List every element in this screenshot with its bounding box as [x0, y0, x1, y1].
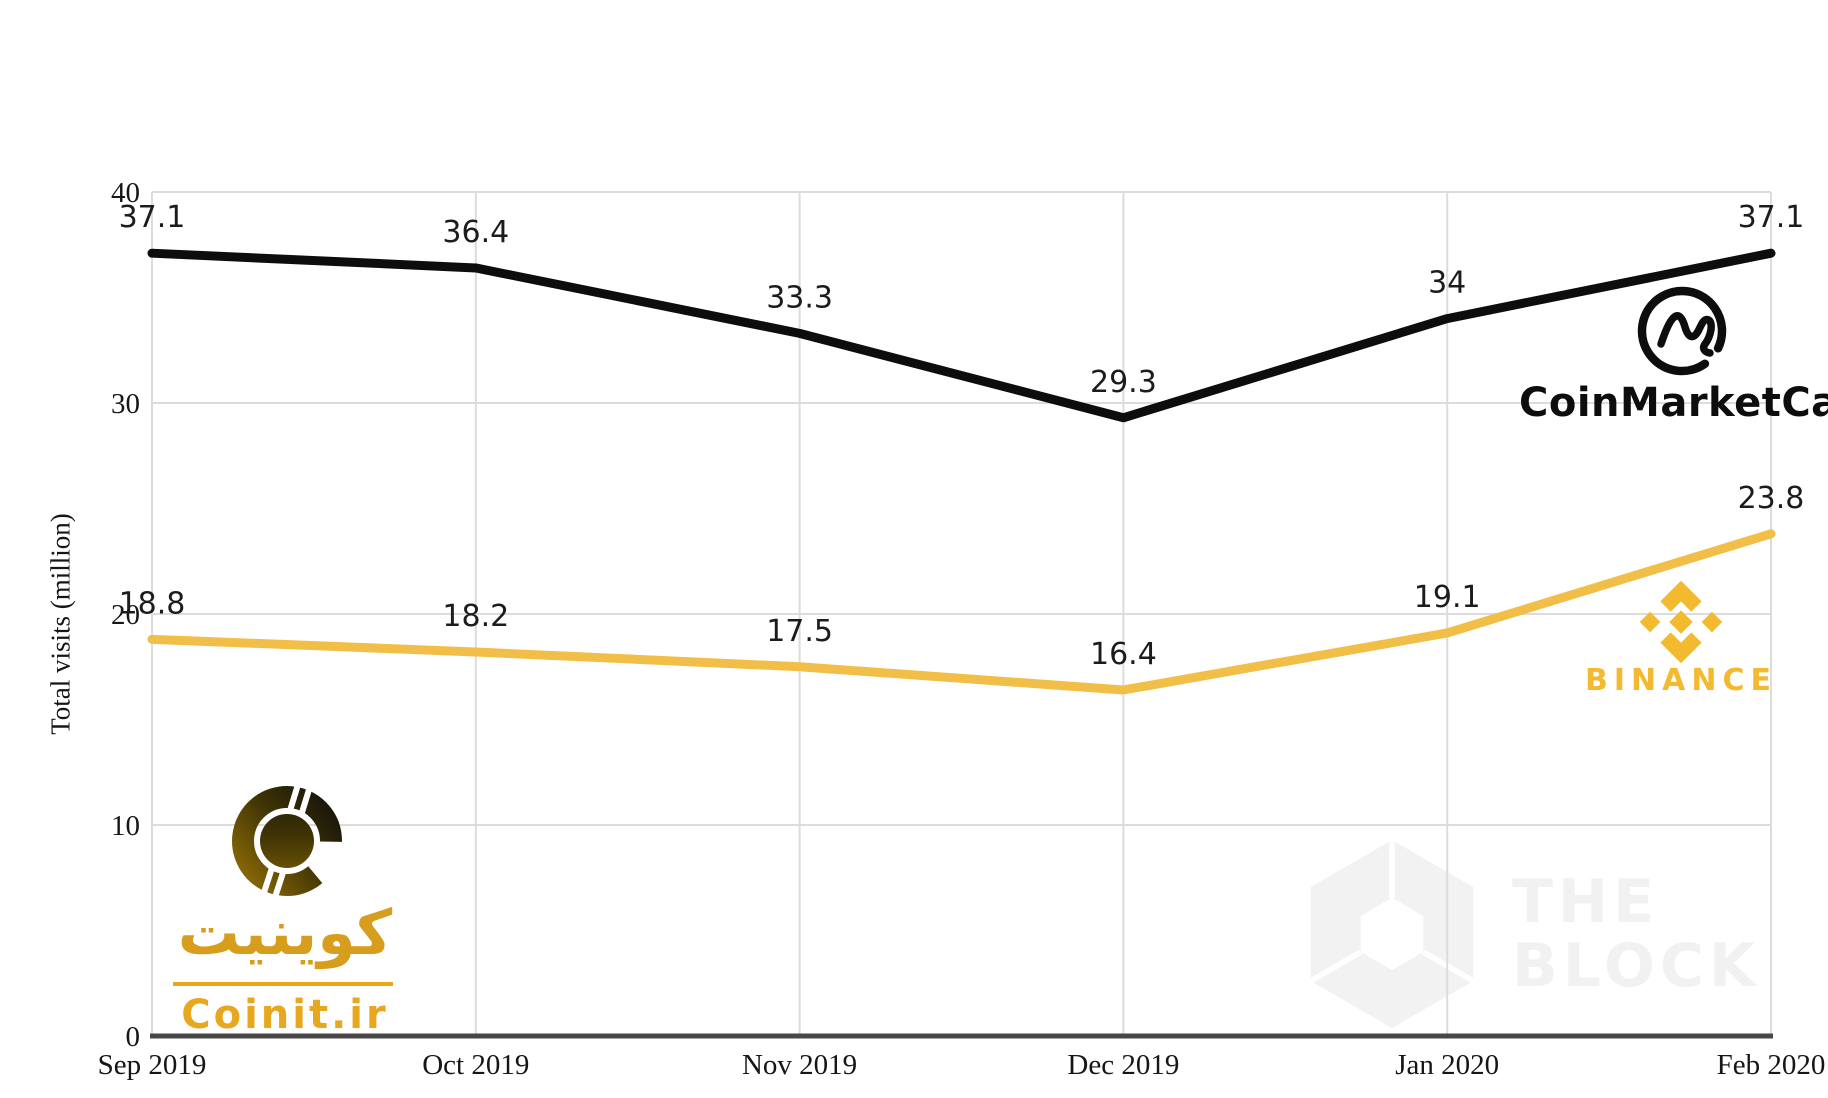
y-tick-label: 30 — [111, 388, 140, 420]
series-line-coinmarketcap — [147, 248, 1776, 423]
theblock-line1: THE — [1512, 867, 1660, 937]
x-tick-label: Feb 2020 — [1717, 1049, 1826, 1081]
value-label-binance: 17.5 — [766, 614, 833, 649]
value-label-coinmarketcap: 37.1 — [1738, 200, 1805, 235]
value-label-coinmarketcap: 37.1 — [119, 200, 186, 235]
theblock-watermark: THE BLOCK — [1298, 840, 1760, 1028]
x-tick-label: Sep 2019 — [98, 1049, 207, 1081]
value-label-coinmarketcap: 29.3 — [1090, 365, 1157, 400]
y-tick-label: 10 — [111, 810, 140, 842]
theblock-line2: BLOCK — [1512, 931, 1761, 1001]
coinmarketcap-wordmark: CoinMarketCap — [1519, 380, 1828, 426]
value-label-coinmarketcap: 34 — [1428, 266, 1466, 301]
coinit-latin-wordmark: Coinit.ir — [181, 992, 389, 1038]
value-label-coinmarketcap: 33.3 — [766, 280, 833, 315]
coinmarketcap-icon — [1637, 286, 1727, 376]
coinit-divider — [173, 982, 393, 986]
y-axis-title: Total visits (million) — [45, 513, 76, 735]
value-label-binance: 18.2 — [442, 599, 509, 634]
value-label-binance: 16.4 — [1090, 637, 1157, 672]
x-tick-label: Jan 2020 — [1395, 1049, 1499, 1081]
y-tick-label: 40 — [111, 177, 140, 209]
coinit-persian-wordmark: کوینیت — [177, 896, 393, 969]
value-label-binance: 18.8 — [119, 586, 186, 621]
x-tick-label: Dec 2019 — [1067, 1049, 1179, 1081]
binance-wordmark: BINANCE — [1585, 663, 1777, 698]
x-tick-label: Oct 2019 — [422, 1049, 529, 1081]
y-tick-label: 20 — [111, 599, 140, 631]
coinit-icon — [232, 779, 342, 903]
theblock-wordmark: THE BLOCK — [1512, 870, 1760, 998]
value-label-coinmarketcap: 36.4 — [442, 215, 509, 250]
x-tick-label: Nov 2019 — [742, 1049, 857, 1081]
y-tick-label: 0 — [126, 1021, 141, 1053]
series-line-binance — [147, 529, 1776, 695]
value-label-binance: 19.1 — [1414, 580, 1481, 615]
theblock-cube-icon — [1309, 840, 1475, 1028]
binance-icon — [1639, 580, 1723, 664]
value-label-binance: 23.8 — [1738, 481, 1805, 516]
